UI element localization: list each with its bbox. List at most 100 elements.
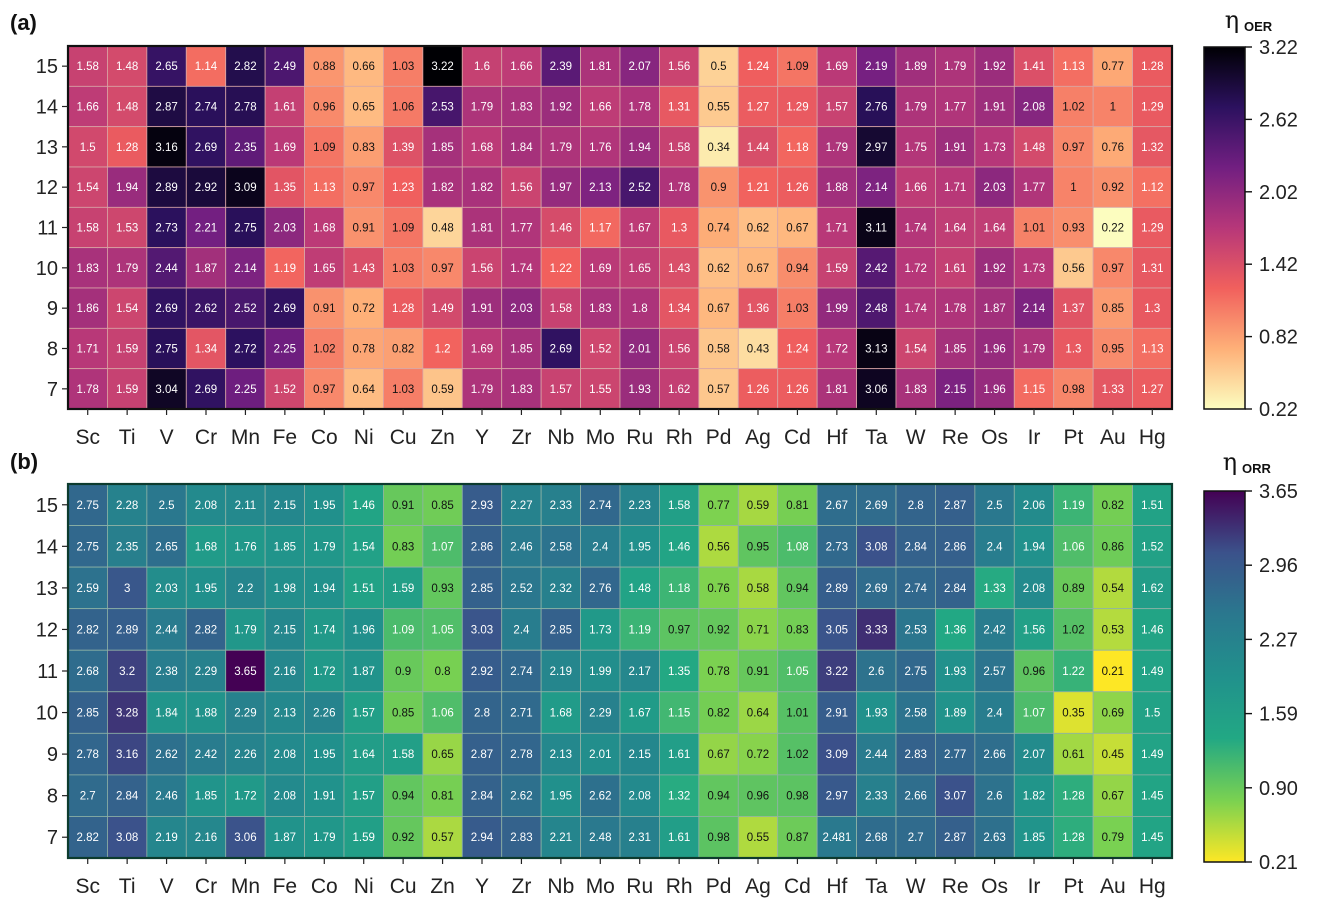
heatmap-cell (1053, 649, 1094, 693)
heatmap-cell (698, 649, 739, 693)
cell-value-label: 1.33 (1102, 384, 1124, 396)
heatmap-cell (580, 85, 621, 128)
cell-value-label: 1.99 (589, 666, 611, 678)
cell-value-label: 1.48 (1023, 142, 1045, 154)
cell-value-label: 1.29 (1141, 102, 1163, 114)
x-tick-label: W (906, 875, 926, 898)
heatmap-cell (895, 327, 936, 370)
heatmap-cell (935, 166, 976, 208)
heatmap-cell (461, 368, 503, 410)
cell-value-label: 2.7 (80, 791, 96, 803)
colorbar-tick-label: 3.65 (1259, 481, 1298, 503)
cell-value-label: 1.82 (431, 182, 453, 194)
cell-value-label: 1.91 (313, 791, 335, 803)
cell-value-label: 0.97 (313, 384, 335, 396)
cell-value-label: 1.77 (510, 223, 532, 235)
y-tick-label: 12 (36, 177, 58, 199)
cell-value-label: 1.88 (826, 182, 848, 194)
cell-value-label: 2.29 (234, 708, 256, 720)
cell-value-label: 2.82 (77, 624, 99, 636)
heatmap-cell (67, 608, 108, 651)
cell-value-label: 1.36 (747, 303, 769, 315)
cell-value-label: 2.97 (826, 791, 848, 803)
heatmap-cell (461, 85, 503, 128)
heatmap-cell (304, 247, 345, 289)
cell-value-label: 1.28 (1141, 61, 1163, 73)
cell-value-label: 1.78 (77, 384, 99, 396)
heatmap-cell (185, 368, 227, 410)
heatmap-cell (146, 691, 187, 734)
heatmap-cell (540, 608, 581, 651)
cell-value-label: 0.55 (747, 832, 769, 844)
heatmap-cell (935, 608, 976, 651)
heatmap-cell (1013, 287, 1055, 329)
cell-value-label: 1.92 (550, 102, 572, 114)
cell-value-label: 2.13 (550, 749, 572, 761)
cell-value-label: 0.94 (392, 791, 415, 803)
cell-value-label: 2.08 (274, 791, 296, 803)
cell-value-label: 1.82 (1023, 791, 1045, 803)
heatmap-cell (225, 483, 266, 526)
y-tick-label: 13 (36, 137, 58, 159)
cell-value-label: 1.45 (1141, 791, 1163, 803)
heatmap-cell (580, 816, 621, 859)
heatmap-cell (67, 525, 108, 568)
heatmap-cell (146, 247, 187, 289)
cell-value-label: 2.4 (987, 708, 1004, 720)
cell-value-label: 3.16 (155, 142, 177, 154)
cell-value-label: 2.29 (589, 708, 611, 720)
cell-value-label: 1.48 (629, 583, 651, 595)
cell-value-label: 1.06 (1062, 541, 1084, 553)
heatmap-cell (935, 126, 976, 168)
heatmap-cell (1132, 732, 1173, 776)
cell-value-label: 2.08 (629, 791, 651, 803)
heatmap-cell (580, 126, 621, 168)
heatmap-cell (1092, 126, 1133, 168)
cell-value-label: 2.89 (155, 182, 177, 194)
cell-value-label: 0.94 (786, 263, 809, 275)
heatmap-cell (1092, 691, 1133, 734)
heatmap-cell (343, 287, 384, 329)
cell-value-label: 1.96 (353, 624, 375, 636)
cell-value-label: 1.85 (274, 541, 296, 553)
x-tick-label: Cu (390, 875, 417, 898)
heatmap-cell (67, 732, 108, 776)
heatmap-cell (422, 368, 463, 410)
heatmap-cell (1013, 85, 1055, 128)
cell-value-label: 1.79 (313, 832, 335, 844)
cell-value-label: 1.36 (944, 624, 966, 636)
x-tick-label: Mo (586, 875, 615, 898)
cell-value-label: 1.72 (313, 666, 335, 678)
colorbar-tick-label: 2.27 (1259, 629, 1298, 651)
cell-value-label: 2.33 (550, 500, 572, 512)
cell-value-label: 1.83 (77, 263, 99, 275)
cell-value-label: 0.91 (353, 223, 375, 235)
cell-value-label: 0.65 (431, 749, 453, 761)
cell-value-label: 1.88 (195, 708, 217, 720)
cell-value-label: 0.53 (1102, 624, 1124, 636)
heatmap-cell (816, 691, 857, 734)
heatmap-cell (659, 247, 700, 289)
heatmap-cell (659, 327, 700, 370)
cell-value-label: 2.13 (589, 182, 611, 194)
cell-value-label: 2.89 (826, 583, 848, 595)
cell-value-label: 0.72 (747, 749, 769, 761)
cell-value-label: 2.06 (1023, 500, 1045, 512)
cell-value-label: 2.8 (908, 500, 924, 512)
x-tick-label: Zn (430, 426, 455, 449)
x-tick-label: Sc (75, 875, 100, 898)
x-tick-label: Ta (865, 426, 888, 449)
heatmap-cell (343, 247, 384, 289)
cell-value-label: 2.72 (234, 344, 256, 356)
heatmap-cell (619, 166, 660, 208)
x-tick-label: Nb (547, 875, 574, 898)
heatmap-cell (895, 691, 936, 734)
x-tick-label: Cr (195, 875, 217, 898)
cell-value-label: 2.62 (155, 749, 177, 761)
cell-value-label: 1.57 (550, 384, 572, 396)
heatmap-cell (343, 206, 384, 249)
heatmap-cell (185, 206, 227, 249)
cell-value-label: 2.6 (987, 791, 1003, 803)
cell-value-label: 0.77 (707, 500, 729, 512)
